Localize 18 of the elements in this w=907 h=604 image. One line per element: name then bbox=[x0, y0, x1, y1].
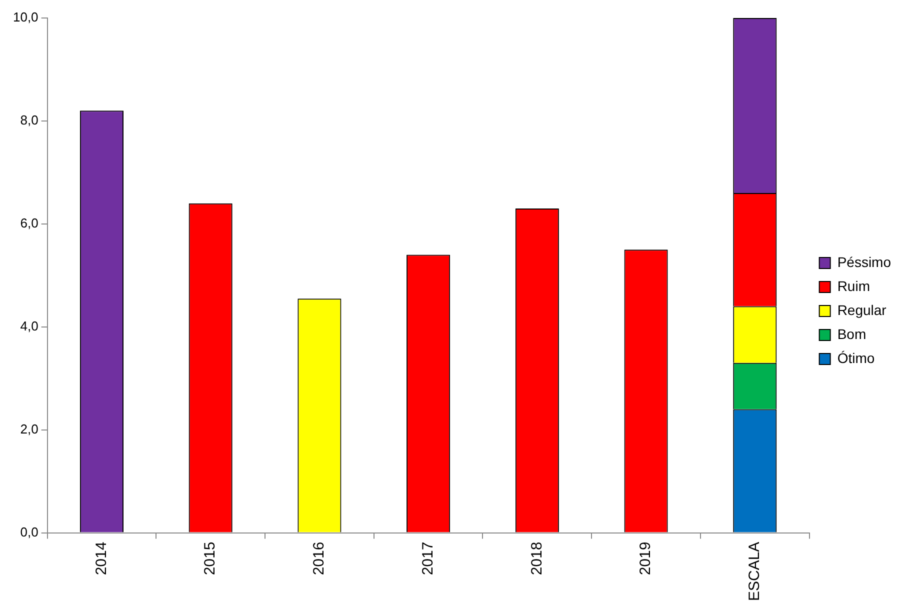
x-tick-label: ESCALA bbox=[746, 542, 764, 602]
y-tick-label: 6,0 bbox=[20, 216, 38, 230]
legend-label: Regular bbox=[837, 302, 887, 318]
y-tick-label: 0,0 bbox=[20, 524, 38, 540]
x-tick-label: 2017 bbox=[419, 542, 436, 576]
y-tick-label: 2,0 bbox=[20, 421, 38, 436]
legend-label: Ótimo bbox=[837, 350, 875, 366]
y-tick-label: 10,0 bbox=[12, 10, 38, 25]
x-tick-label: 2015 bbox=[202, 542, 219, 576]
x-tick-label: 2016 bbox=[310, 542, 328, 576]
legend-label: Bom bbox=[837, 326, 866, 342]
x-tick-label: 2019 bbox=[637, 542, 654, 576]
y-tick-label: 8,0 bbox=[20, 112, 38, 128]
legend-label: Ruim bbox=[837, 278, 870, 294]
x-tick-label: 2014 bbox=[92, 542, 110, 576]
y-tick-label: 4,0 bbox=[20, 318, 38, 334]
x-tick-label: 2018 bbox=[528, 542, 546, 576]
legend-label: Péssimo bbox=[837, 254, 892, 270]
